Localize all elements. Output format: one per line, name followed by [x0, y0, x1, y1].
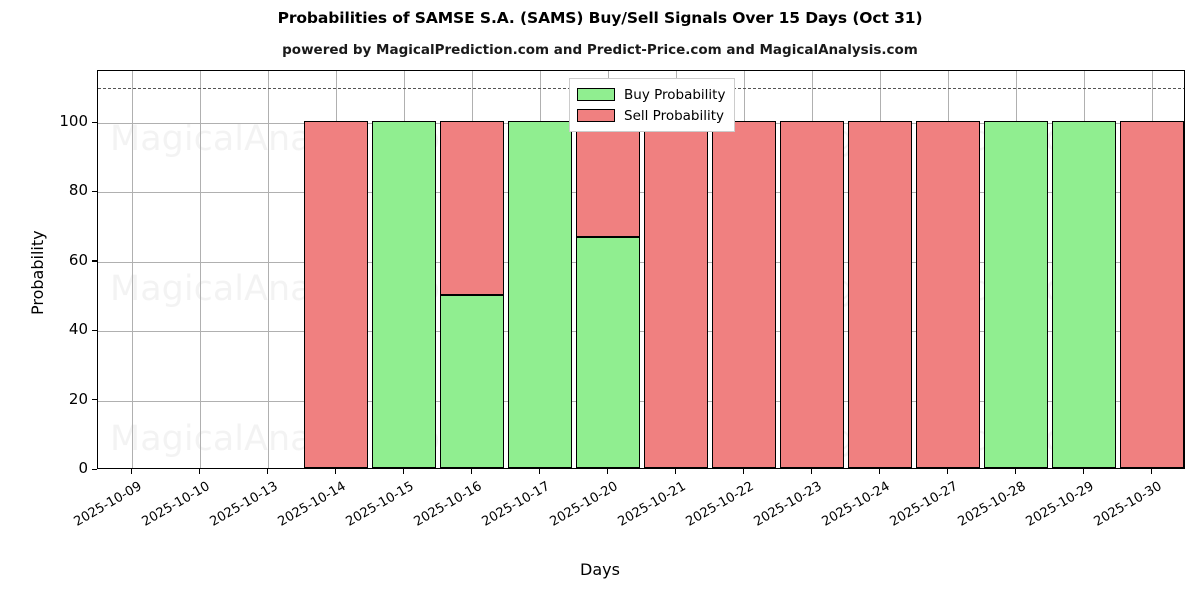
- gridline-horizontal: [98, 400, 1184, 402]
- bar-2025-10-29[interactable]: [1052, 71, 1116, 468]
- y-tick-label: 0: [78, 459, 88, 477]
- y-tick-label: 100: [59, 112, 88, 131]
- bar-segment-buy[interactable]: [440, 294, 504, 468]
- legend-item-buy[interactable]: Buy Probability: [577, 84, 725, 105]
- bar-segment-sell[interactable]: [916, 121, 980, 468]
- page-title: Probabilities of SAMSE S.A. (SAMS) Buy/S…: [277, 9, 923, 27]
- bar-2025-10-24[interactable]: [848, 71, 912, 468]
- legend-label-buy: Buy Probability: [624, 86, 726, 103]
- bar-segment-buy[interactable]: [1052, 121, 1116, 468]
- bar-2025-10-22[interactable]: [712, 71, 776, 468]
- gridline-horizontal: [98, 261, 1184, 263]
- bar-2025-10-30[interactable]: [1120, 71, 1184, 468]
- legend-item-sell[interactable]: Sell Probability: [577, 105, 725, 126]
- bar-2025-10-28[interactable]: [984, 71, 1048, 468]
- x-tick-mark: [334, 469, 336, 474]
- x-tick-mark: [1014, 469, 1016, 474]
- legend-swatch-sell-icon: [577, 109, 615, 122]
- bar-segment-buy[interactable]: [576, 236, 640, 468]
- y-tick-mark: [92, 329, 97, 331]
- bar-2025-10-21[interactable]: [644, 71, 708, 468]
- x-tick-mark: [1082, 469, 1084, 474]
- bar-segment-sell[interactable]: [576, 121, 640, 237]
- y-tick-mark: [92, 121, 97, 123]
- bar-2025-10-14[interactable]: [304, 71, 368, 468]
- bar-segment-sell[interactable]: [712, 121, 776, 468]
- bar-2025-10-16[interactable]: [440, 71, 504, 468]
- x-tick-mark: [810, 469, 812, 474]
- bar-segment-sell[interactable]: [304, 121, 368, 468]
- x-tick-mark: [470, 469, 472, 474]
- x-tick-mark: [674, 469, 676, 474]
- gridline-vertical: [132, 71, 133, 468]
- y-tick-mark: [92, 260, 97, 262]
- bar-segment-sell[interactable]: [848, 121, 912, 468]
- x-axis-label: Days: [580, 560, 620, 579]
- x-tick-mark: [878, 469, 880, 474]
- y-tick-label: 20: [68, 389, 88, 408]
- y-tick-label: 40: [68, 320, 88, 339]
- x-tick-mark: [130, 469, 132, 474]
- x-tick-mark: [402, 469, 404, 474]
- x-tick-mark: [198, 469, 200, 474]
- chart-legend: Buy Probability Sell Probability: [569, 78, 736, 132]
- bar-2025-10-15[interactable]: [372, 71, 436, 468]
- bar-2025-10-27[interactable]: [916, 71, 980, 468]
- y-tick-label: 60: [68, 250, 88, 269]
- x-tick-mark: [266, 469, 268, 474]
- x-tick-mark: [742, 469, 744, 474]
- bar-segment-sell[interactable]: [780, 121, 844, 468]
- bar-2025-10-20[interactable]: [576, 71, 640, 468]
- bar-segment-sell[interactable]: [1120, 121, 1184, 468]
- bar-segment-sell[interactable]: [644, 121, 708, 468]
- gridline-horizontal: [98, 192, 1184, 194]
- bar-2025-10-23[interactable]: [780, 71, 844, 468]
- bar-segment-buy[interactable]: [984, 121, 1048, 468]
- bar-segment-sell[interactable]: [440, 121, 504, 295]
- bar-2025-10-17[interactable]: [508, 71, 572, 468]
- y-tick-mark: [92, 468, 97, 470]
- y-tick-mark: [92, 190, 97, 193]
- legend-label-sell: Sell Probability: [624, 107, 725, 124]
- y-axis-label: Probability: [28, 229, 47, 315]
- x-tick-mark: [1150, 469, 1152, 474]
- x-tick-mark: [538, 469, 540, 474]
- bar-segment-buy[interactable]: [372, 121, 436, 468]
- x-tick-mark: [606, 469, 608, 474]
- y-tick-label: 80: [68, 181, 88, 200]
- gridline-vertical: [268, 71, 269, 468]
- bar-segment-buy[interactable]: [508, 121, 572, 468]
- x-tick-mark: [946, 469, 948, 474]
- chart-subtitle: powered by MagicalPrediction.com and Pre…: [282, 42, 918, 58]
- y-tick-mark: [92, 399, 97, 401]
- gridline-vertical: [200, 71, 201, 468]
- gridline-horizontal: [98, 331, 1184, 333]
- legend-swatch-buy-icon: [577, 88, 615, 101]
